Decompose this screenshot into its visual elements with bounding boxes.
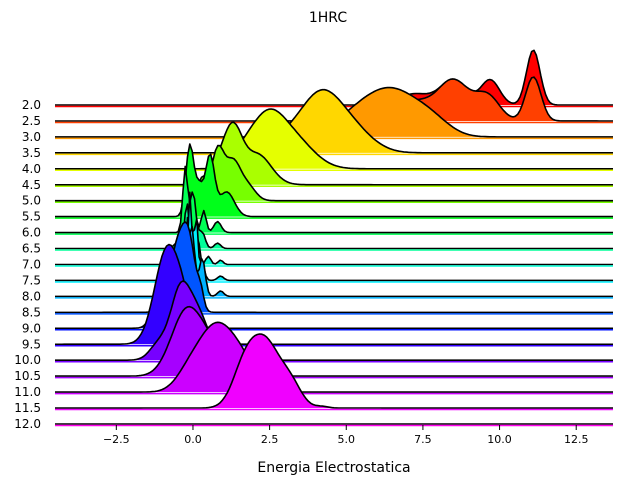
row-label: 12.0 bbox=[14, 417, 41, 431]
x-tick-label: −2.5 bbox=[103, 433, 130, 446]
ridge-outline bbox=[55, 144, 613, 202]
ridge-layers bbox=[55, 49, 613, 427]
row-label: 9.0 bbox=[22, 321, 41, 335]
row-label: 10.0 bbox=[14, 353, 41, 367]
x-axis-label: Energia Electrostatica bbox=[257, 460, 410, 476]
ridge-7.0 bbox=[55, 216, 613, 267]
ridge-fill bbox=[55, 226, 613, 297]
ridge-12.0 bbox=[55, 423, 613, 427]
x-tick-label: 5.0 bbox=[338, 433, 356, 446]
ridge-11.5 bbox=[55, 333, 613, 411]
x-axis: −2.5 0.0 2.5 5.0 7.5 10.0 12.5 bbox=[103, 425, 588, 446]
ridge-5.5 bbox=[55, 143, 613, 219]
row-label: 7.0 bbox=[22, 258, 41, 272]
row-label: 3.0 bbox=[22, 130, 41, 144]
row-label: 7.5 bbox=[22, 273, 41, 287]
ridge-outline bbox=[55, 280, 613, 361]
ridge-fill bbox=[55, 89, 613, 153]
ridge-fill bbox=[55, 77, 613, 121]
ridge-4.0 bbox=[55, 108, 613, 172]
ridge-4.5 bbox=[55, 121, 613, 187]
row-label: 2.5 bbox=[22, 114, 41, 128]
row-label: 2.0 bbox=[22, 98, 41, 112]
ridge-outline bbox=[55, 121, 613, 186]
row-label: 6.5 bbox=[22, 242, 41, 256]
row-label: 3.5 bbox=[22, 146, 41, 160]
ridge-outline bbox=[55, 225, 613, 298]
row-label: 10.5 bbox=[14, 369, 41, 383]
row-label: 8.5 bbox=[22, 305, 41, 319]
ridge-5.0 bbox=[55, 144, 613, 203]
ridge-fill bbox=[55, 217, 613, 265]
row-label: 8.0 bbox=[22, 289, 41, 303]
ridge-outline bbox=[55, 333, 613, 409]
ridge-8.0 bbox=[55, 225, 613, 299]
x-tick-label: 12.5 bbox=[564, 433, 589, 446]
row-label: 4.5 bbox=[22, 178, 41, 192]
ridge-fill bbox=[55, 166, 613, 233]
ridge-outline bbox=[55, 203, 613, 250]
row-label: 11.0 bbox=[14, 385, 41, 399]
ridge-outline bbox=[55, 216, 613, 266]
x-tick-label: 10.0 bbox=[487, 433, 512, 446]
x-tick-label: 0.0 bbox=[184, 433, 202, 446]
ridge-outline bbox=[55, 191, 613, 282]
row-label: 6.0 bbox=[22, 226, 41, 240]
row-label: 4.0 bbox=[22, 162, 41, 176]
ridge-outline bbox=[55, 88, 613, 154]
ridge-outline bbox=[55, 165, 613, 234]
chart-title: 1HRC bbox=[309, 10, 347, 26]
ridge-fill bbox=[55, 221, 613, 313]
ridge-outline bbox=[55, 108, 613, 170]
ridge-3.5 bbox=[55, 88, 613, 156]
ridge-fill bbox=[55, 192, 613, 281]
ridge-outline bbox=[55, 221, 613, 314]
ridge-outline bbox=[55, 321, 613, 393]
row-label: 9.5 bbox=[22, 337, 41, 351]
ridge-9.5 bbox=[55, 243, 613, 347]
ridge-10.0 bbox=[55, 280, 613, 363]
ridge-8.5 bbox=[55, 221, 613, 315]
ridge-outline bbox=[55, 143, 613, 218]
ridge-6.5 bbox=[55, 203, 613, 251]
ridge-7.5 bbox=[55, 191, 613, 283]
ridge-11.0 bbox=[55, 321, 613, 395]
ridge-fill bbox=[55, 281, 613, 361]
ridge-fill bbox=[55, 204, 613, 249]
ridge-fill bbox=[55, 244, 613, 345]
ridge-fill bbox=[55, 322, 613, 393]
row-label: 5.0 bbox=[22, 194, 41, 208]
row-labels: 2.0 2.5 3.0 3.5 4.0 4.5 5.0 5.5 6.0 6.5 7.07.5 8.0 8… bbox=[14, 98, 41, 431]
ridge-outline bbox=[55, 243, 613, 346]
x-tick-label: 2.5 bbox=[261, 433, 279, 446]
row-label: 11.5 bbox=[14, 401, 41, 415]
x-tick-label: 7.5 bbox=[414, 433, 432, 446]
row-label: 5.5 bbox=[22, 210, 41, 224]
ridge-6.0 bbox=[55, 165, 613, 235]
ridge-outline bbox=[55, 305, 613, 377]
